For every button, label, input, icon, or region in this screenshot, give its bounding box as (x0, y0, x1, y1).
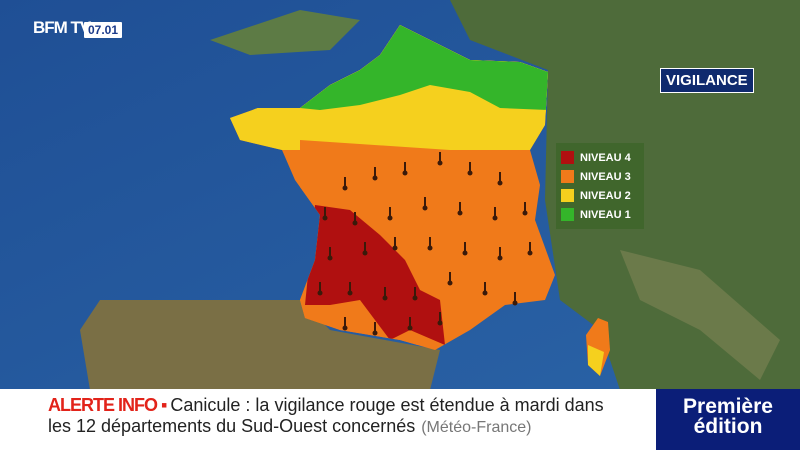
show-badge: Première édition (656, 389, 800, 450)
ticker-line-1: ALERTE INFO ▪ Canicule : la vigilance ro… (48, 395, 604, 416)
map-title: VIGILANCE (660, 68, 754, 93)
legend-item: NIVEAU 2 (561, 186, 639, 205)
thermometer-icon (492, 207, 498, 221)
thermometer-markers (317, 152, 533, 336)
zone-level-4 (305, 205, 445, 345)
zone-level-1 (300, 25, 548, 110)
thermometer-icon (372, 167, 378, 181)
thermometer-icon (412, 287, 418, 301)
thermometer-icon (347, 282, 353, 296)
show-line-1: Première (683, 395, 773, 418)
thermometer-icon (457, 202, 463, 216)
show-line-2: édition (693, 415, 763, 438)
thermometer-icon (422, 197, 428, 211)
legend-swatch (561, 170, 574, 183)
thermometer-icon (407, 317, 413, 331)
legend-item: NIVEAU 4 (561, 148, 639, 167)
thermometer-icon (317, 282, 323, 296)
land-spain (80, 300, 440, 390)
legend-item: NIVEAU 1 (561, 205, 639, 224)
legend-label: NIVEAU 1 (580, 208, 631, 221)
corsica-south (588, 345, 604, 376)
thermometer-icon (387, 207, 393, 221)
thermometer-icon (342, 177, 348, 191)
legend-label: NIVEAU 2 (580, 189, 631, 202)
thermometer-icon (437, 312, 443, 326)
thermometer-icon (522, 202, 528, 216)
thermometer-icon (402, 162, 408, 176)
vigilance-map (0, 0, 800, 390)
thermometer-icon (467, 162, 473, 176)
thermometer-icon (322, 207, 328, 221)
land-uk (210, 10, 360, 55)
legend: NIVEAU 4 NIVEAU 3 NIVEAU 2 NIVEAU 1 (556, 143, 644, 229)
alert-label: ALERTE INFO (48, 395, 158, 415)
headline-2: les 12 départements du Sud-Ouest concern… (48, 416, 416, 436)
legend-swatch (561, 208, 574, 221)
land-italy (620, 250, 780, 380)
thermometer-icon (392, 237, 398, 251)
thermometer-icon (527, 242, 533, 256)
thermometer-icon (327, 247, 333, 261)
alert-bullet: ▪ (157, 395, 171, 415)
bfmtv-logo: BFM TV. (33, 18, 93, 37)
thermometer-icon (497, 172, 503, 186)
thermometer-icon (512, 292, 518, 306)
thermometer-icon (482, 282, 488, 296)
thermometer-icon (382, 287, 388, 301)
thermometer-icon (352, 212, 358, 226)
thermometer-icon (362, 242, 368, 256)
headline-1: Canicule : la vigilance rouge est étendu… (170, 395, 604, 415)
clock: 07.01 (84, 22, 123, 38)
legend-swatch (561, 189, 574, 202)
thermometer-icon (447, 272, 453, 286)
thermometer-icon (462, 242, 468, 256)
thermometer-icon (437, 152, 443, 166)
thermometer-icon (342, 317, 348, 331)
source: (Météo-France) (421, 419, 532, 436)
ticker-line-2: les 12 départements du Sud-Ouest concern… (48, 416, 531, 437)
legend-item: NIVEAU 3 (561, 167, 639, 186)
legend-label: NIVEAU 3 (580, 170, 631, 183)
legend-swatch (561, 151, 574, 164)
thermometer-icon (372, 322, 378, 336)
legend-label: NIVEAU 4 (580, 151, 631, 164)
thermometer-icon (427, 237, 433, 251)
thermometer-icon (497, 247, 503, 261)
